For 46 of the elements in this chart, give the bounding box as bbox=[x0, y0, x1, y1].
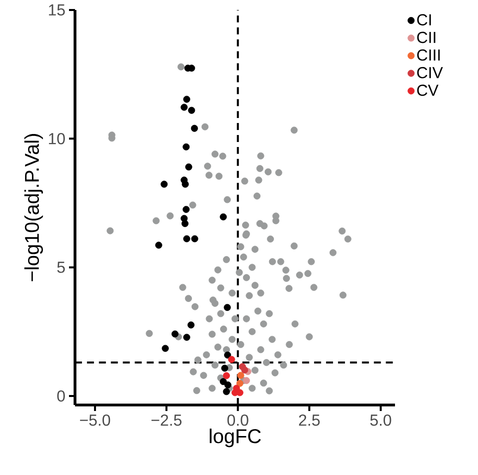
point bbox=[188, 106, 196, 114]
x-tick-label: 2.5 bbox=[299, 414, 320, 426]
point bbox=[237, 372, 244, 379]
y-tick-label: 5 bbox=[57, 262, 65, 273]
x-tick-label: 0.0 bbox=[227, 414, 248, 426]
legend-label: CI bbox=[417, 14, 431, 26]
y-axis-title: −log10(adj.P.Val) bbox=[24, 134, 43, 282]
point bbox=[241, 366, 248, 374]
x-tick-label: −2.5 bbox=[151, 414, 182, 426]
y-tick-label: 10 bbox=[48, 133, 65, 144]
point bbox=[183, 96, 190, 103]
point bbox=[183, 235, 190, 242]
point bbox=[220, 378, 227, 386]
point bbox=[182, 143, 190, 150]
point bbox=[180, 104, 188, 111]
point bbox=[228, 356, 236, 363]
point bbox=[191, 235, 198, 242]
point bbox=[182, 220, 189, 228]
point bbox=[183, 334, 190, 341]
x-tick-label: −5.0 bbox=[80, 414, 110, 426]
point bbox=[221, 364, 228, 372]
point bbox=[182, 206, 190, 213]
point bbox=[224, 304, 231, 311]
point bbox=[242, 377, 250, 384]
legend-label: CII bbox=[417, 32, 436, 44]
point bbox=[222, 388, 230, 396]
point bbox=[190, 124, 198, 132]
point bbox=[222, 372, 230, 380]
point bbox=[182, 180, 189, 188]
point bbox=[162, 344, 169, 352]
point bbox=[185, 163, 192, 170]
point bbox=[224, 352, 232, 359]
y-tick-label: 15 bbox=[48, 4, 65, 16]
legend-label: CV bbox=[417, 84, 438, 96]
point bbox=[172, 330, 179, 338]
point bbox=[155, 242, 162, 249]
legend-label: CIII bbox=[417, 49, 440, 61]
legend-label: CIV bbox=[417, 67, 443, 78]
x-tick-label: 5.0 bbox=[370, 414, 392, 426]
point bbox=[236, 380, 244, 387]
point bbox=[220, 213, 227, 220]
x-axis-title: logFC bbox=[210, 428, 261, 448]
y-tick-label: 0 bbox=[57, 390, 65, 402]
point bbox=[188, 321, 195, 328]
point bbox=[224, 381, 232, 388]
point bbox=[160, 180, 168, 188]
